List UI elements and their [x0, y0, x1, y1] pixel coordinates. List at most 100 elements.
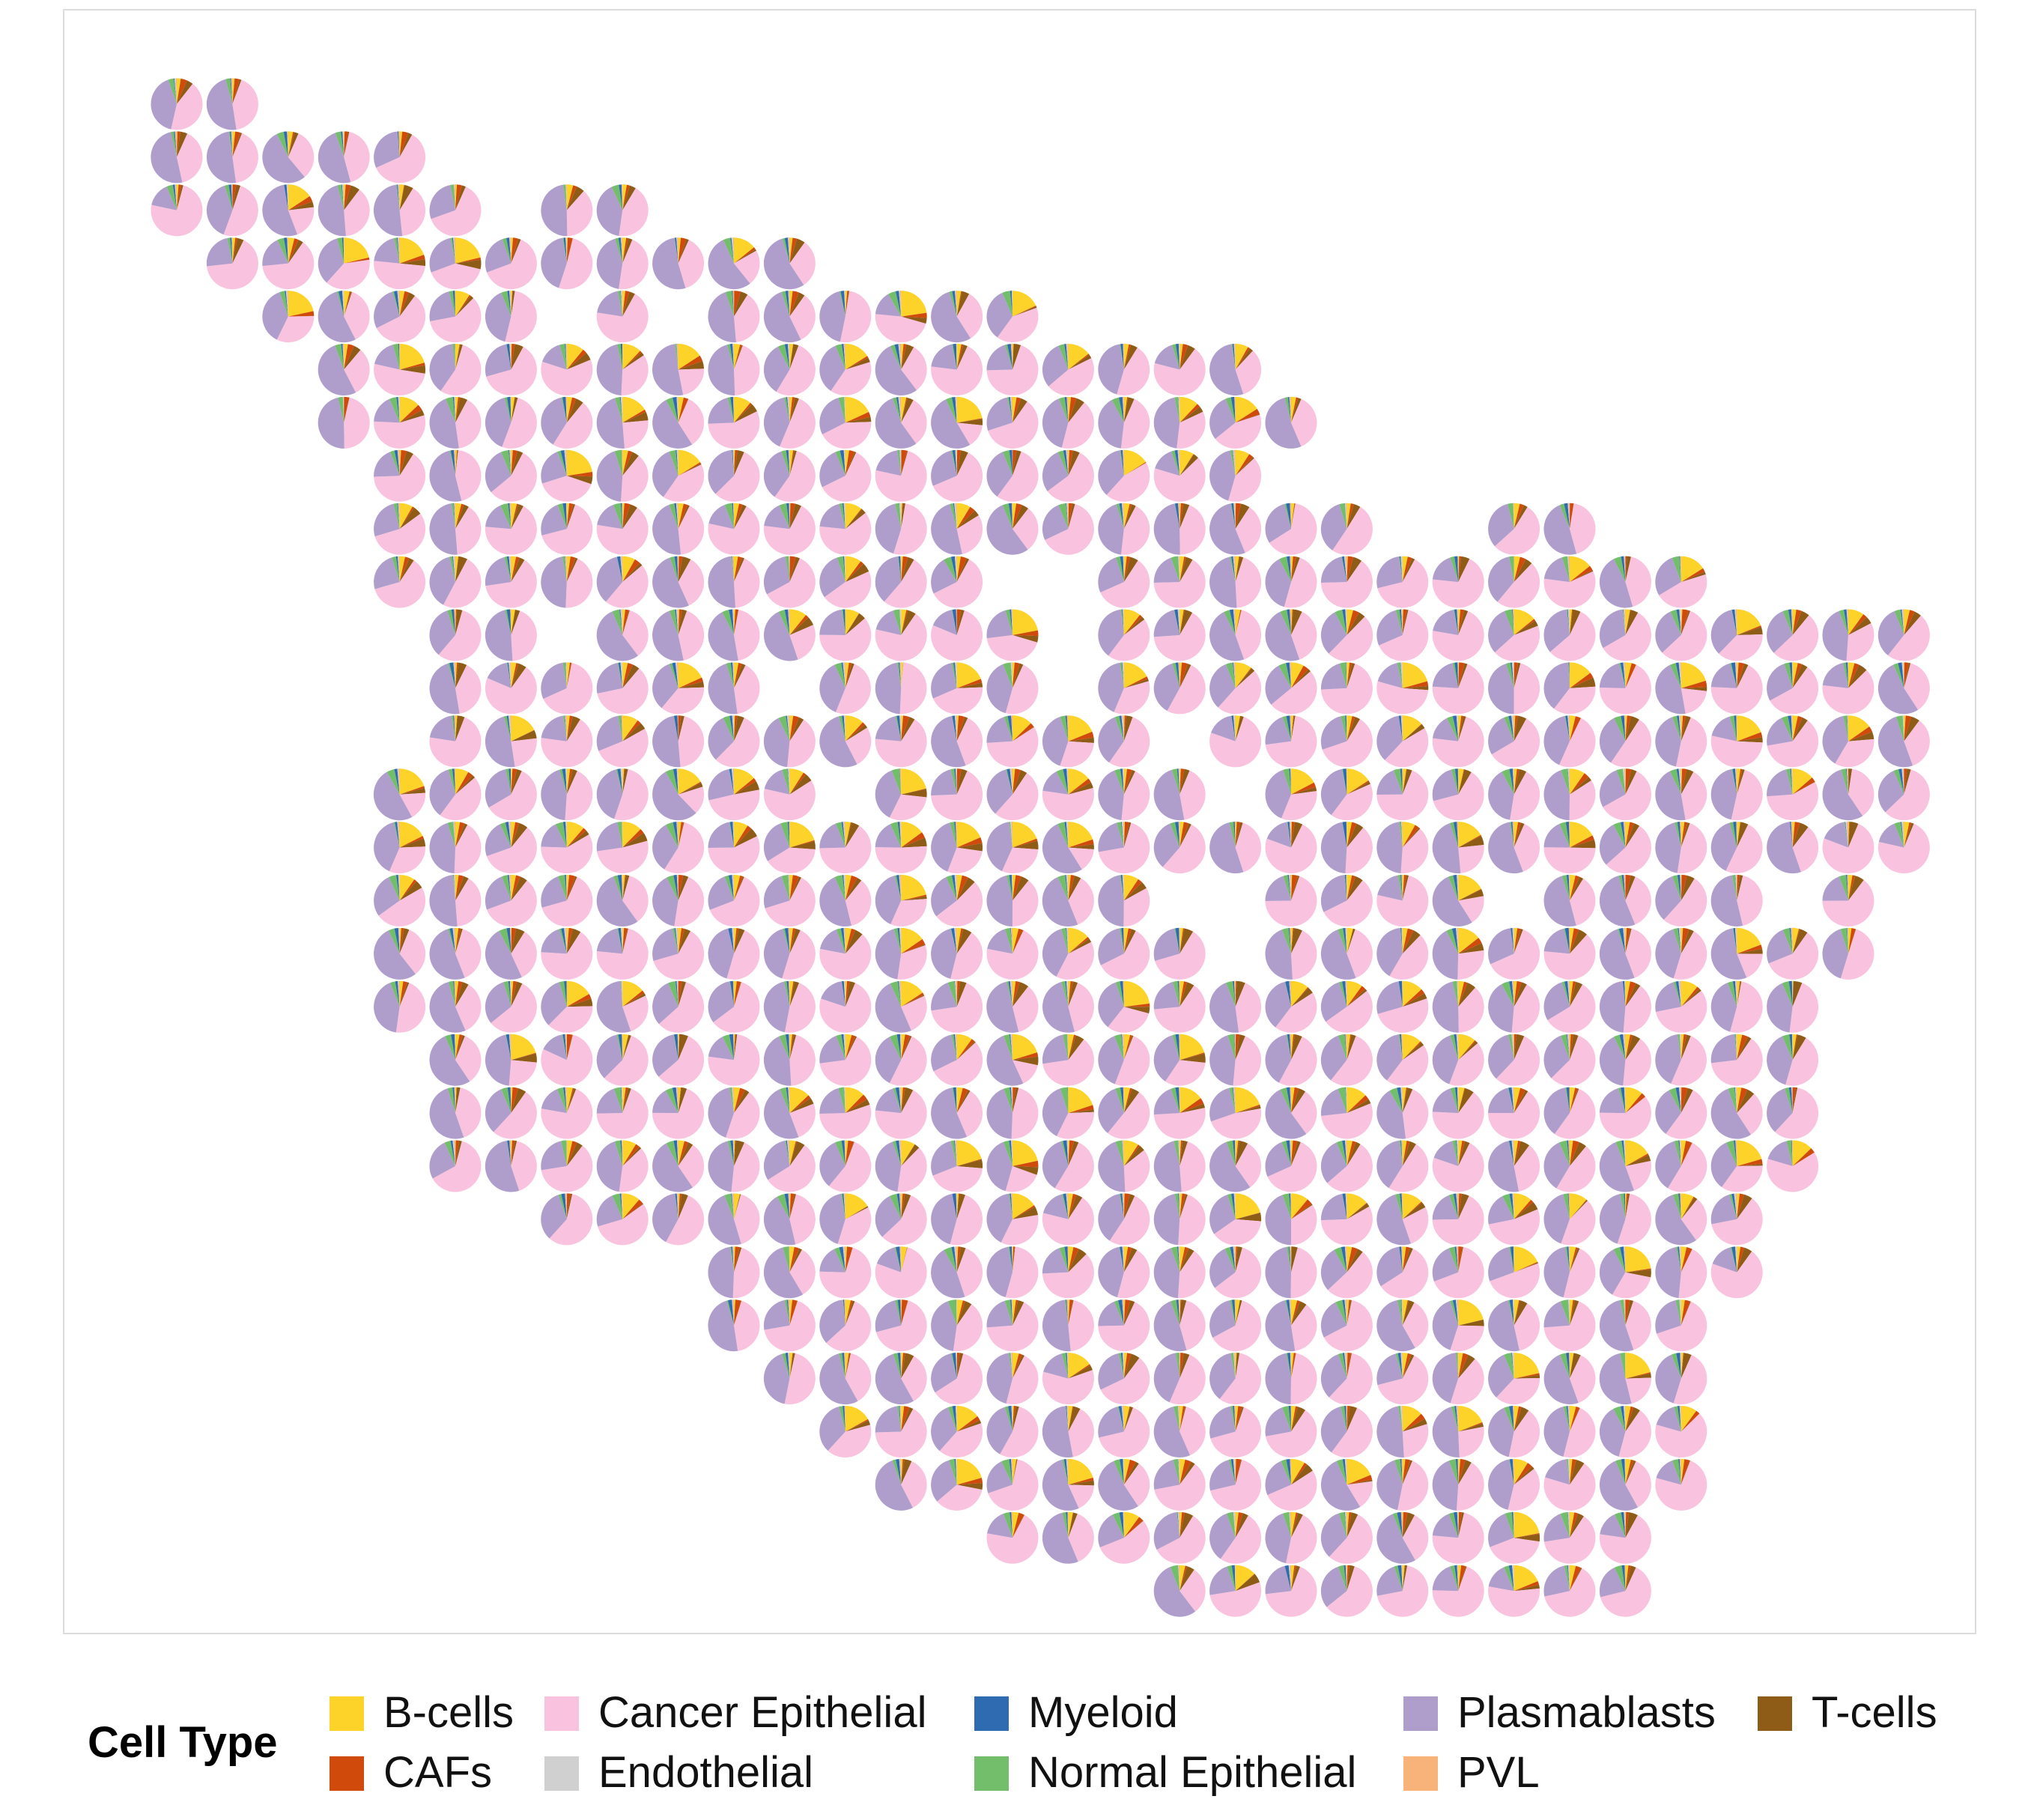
spot-pie: [708, 291, 760, 343]
pie-slice-endothelial: [899, 1246, 902, 1273]
pie-slice-b-cells: [1235, 822, 1237, 848]
pie-slice-plasmablasts: [1265, 1089, 1307, 1139]
pie-slice-b-cells: [232, 237, 236, 264]
pie-slice-normal-epithelial: [726, 344, 734, 370]
pie-slice-b-cells: [789, 1140, 796, 1166]
pie-slice-plasmablasts: [1153, 503, 1180, 555]
pie-slice-endothelial: [1901, 609, 1904, 635]
pie-slice-cafs: [1180, 556, 1186, 583]
pie-slice-normal-epithelial: [1120, 609, 1124, 635]
pie-slice-myeloid: [1844, 609, 1848, 635]
pie-slice-cafs: [1068, 936, 1090, 954]
pie-slice-plasmablasts: [652, 877, 678, 926]
pie-slice-normal-epithelial: [1227, 1193, 1236, 1219]
pie-slice-t-cells: [511, 238, 521, 264]
pie-slice-cafs: [566, 349, 587, 370]
pie-slice-plasmablasts: [1710, 1034, 1737, 1064]
pie-slice-cancer-epithelial: [1488, 1209, 1540, 1246]
pie-slice-myeloid: [1509, 768, 1514, 795]
spot-pie: [1265, 609, 1317, 661]
pie-slice-t-cells: [1737, 737, 1763, 743]
pie-slice-plasmablasts: [1320, 1194, 1347, 1221]
spot-pie: [763, 875, 816, 927]
pie-slice-t-cells: [399, 928, 410, 954]
spot-pie: [1543, 874, 1596, 926]
pie-slice-endothelial: [1290, 1193, 1291, 1219]
pie-slice-pvl: [899, 343, 902, 370]
pie-slice-endothelial: [899, 1034, 902, 1061]
pie-slice-t-cells: [399, 184, 413, 210]
pie-slice-plasmablasts: [1043, 1353, 1069, 1379]
pie-slice-normal-epithelial: [1395, 609, 1403, 635]
pie-slice-cafs: [1458, 769, 1465, 795]
pie-slice-cancer-epithelial: [1710, 1251, 1763, 1299]
pie-slice-normal-epithelial: [617, 291, 623, 317]
pie-slice-endothelial: [1735, 875, 1737, 901]
pie-slice-endothelial: [1010, 927, 1012, 954]
pie-slice-t-cells: [1235, 1034, 1245, 1061]
pie-slice-plasmablasts: [1209, 1249, 1236, 1288]
pie-slice-normal-epithelial: [562, 715, 567, 741]
pie-slice-cancer-epithelial: [901, 347, 927, 390]
pie-slice-myeloid: [1676, 1353, 1681, 1379]
pie-slice-normal-epithelial: [951, 610, 957, 635]
pie-slice-plasmablasts: [1042, 1194, 1069, 1219]
pie-slice-normal-epithelial: [499, 928, 511, 954]
pie-slice-plasmablasts: [429, 450, 462, 502]
pie-slice-endothelial: [787, 396, 790, 423]
pie-slice-plasmablasts: [429, 982, 466, 1033]
pie-slice-cancer-epithelial: [430, 297, 482, 343]
pie-slice-t-cells: [1123, 556, 1138, 583]
pie-slice-normal-epithelial: [1338, 1087, 1347, 1114]
pie-slice-cafs: [511, 875, 520, 901]
pie-slice-myeloid: [954, 822, 957, 848]
pie-slice-plasmablasts: [986, 664, 1012, 714]
pie-slice-t-cells: [1123, 1145, 1144, 1166]
pie-slice-b-cells: [734, 822, 748, 848]
pie-slice-plasmablasts: [763, 238, 804, 290]
pie-slice-pvl: [1512, 980, 1514, 1007]
spot-pie: [819, 927, 872, 980]
pie-slice-myeloid: [1175, 344, 1180, 370]
pie-slice-pvl: [1457, 1193, 1459, 1219]
pie-slice-cancer-epithelial: [708, 411, 760, 449]
pie-slice-t-cells: [901, 944, 926, 954]
pie-slice-b-cells: [734, 344, 741, 370]
pie-slice-myeloid: [897, 822, 902, 848]
pie-slice-cafs: [1458, 938, 1482, 954]
pie-slice-plasmablasts: [373, 771, 413, 821]
pie-slice-myeloid: [1342, 822, 1347, 848]
pie-slice-myeloid: [1734, 715, 1737, 741]
pie-slice-cafs: [1625, 1268, 1651, 1273]
pie-slice-t-cells: [789, 397, 799, 423]
pie-slice-pvl: [1624, 556, 1626, 583]
pie-slice-cancer-epithelial: [1570, 503, 1596, 554]
pie-slice-cafs: [845, 1353, 850, 1379]
pie-slice-endothelial: [1456, 1034, 1459, 1061]
pie-slice-endothelial: [454, 396, 455, 423]
pie-slice-cancer-epithelial: [1266, 1410, 1317, 1458]
pie-slice-cancer-epithelial: [1402, 1302, 1429, 1348]
pie-slice-plasmablasts: [1822, 663, 1848, 688]
pie-slice-myeloid: [784, 609, 790, 635]
pie-slice-myeloid: [1398, 715, 1403, 741]
pie-slice-b-cells: [1235, 1406, 1239, 1432]
pie-slice-b-cells: [1291, 609, 1293, 635]
pie-slice-pvl: [1290, 874, 1291, 901]
pie-slice-cancer-epithelial: [621, 455, 649, 502]
pie-slice-myeloid: [1399, 609, 1403, 635]
pie-slice-endothelial: [1847, 875, 1848, 901]
pie-slice-cancer-epithelial: [1331, 783, 1373, 821]
pie-slice-b-cells: [1458, 1353, 1463, 1379]
spot-pie: [541, 556, 593, 608]
spot-pie: [1488, 1353, 1540, 1405]
pie-slice-myeloid: [1120, 875, 1124, 901]
pie-slice-cancer-epithelial: [1327, 1144, 1373, 1192]
pie-slice-normal-epithelial: [559, 980, 567, 1007]
pie-slice-cancer-epithelial: [1625, 876, 1651, 925]
pie-slice-plasmablasts: [1376, 1299, 1415, 1352]
pie-slice-cancer-epithelial: [288, 133, 315, 178]
pie-slice-cancer-epithelial: [1663, 879, 1707, 927]
pie-slice-t-cells: [1625, 1096, 1646, 1114]
pie-slice-cancer-epithelial: [840, 291, 872, 343]
